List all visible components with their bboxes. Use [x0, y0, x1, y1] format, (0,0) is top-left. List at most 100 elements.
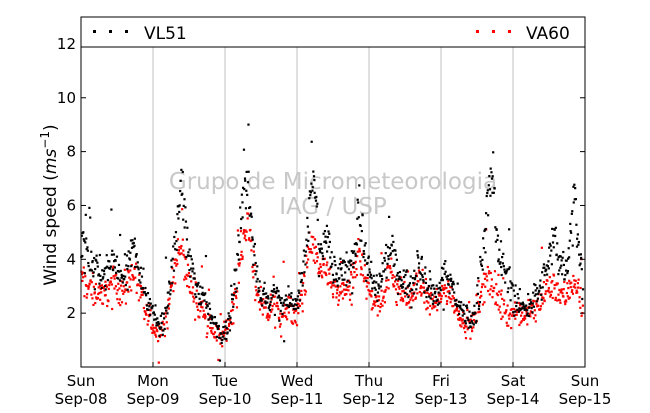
data-point-va60 [232, 322, 235, 325]
data-point-va60 [412, 283, 415, 287]
data-point-va60 [236, 290, 239, 293]
data-point-vl51 [413, 269, 416, 272]
data-point-vl51 [90, 250, 93, 253]
data-point-vl51 [372, 281, 375, 284]
data-point-vl51 [401, 285, 404, 288]
data-point-va60 [272, 295, 275, 298]
data-point-va60 [196, 308, 200, 311]
data-point-va60 [200, 305, 203, 309]
data-point-vl51 [156, 317, 159, 320]
data-point-va60 [212, 333, 215, 336]
data-point-vl51 [142, 267, 145, 270]
data-point-va60 [573, 283, 576, 286]
data-point-va60 [497, 273, 500, 277]
data-point-va60 [121, 289, 124, 292]
data-point-va60 [88, 282, 91, 285]
data-point-vl51 [449, 273, 452, 276]
data-point-vl51 [266, 295, 270, 298]
data-point-vl51 [84, 213, 87, 216]
y-tick-label: 2 [66, 304, 76, 322]
y-axis-label: Wind speed (ms−1) [38, 124, 61, 285]
data-point-vl51 [339, 257, 342, 260]
data-point-va60 [92, 285, 95, 288]
data-point-vl51 [565, 269, 568, 272]
data-point-va60 [491, 296, 494, 299]
data-point-vl51 [486, 191, 489, 195]
data-point-va60 [461, 322, 464, 325]
data-point-vl51 [216, 327, 219, 331]
data-point-va60 [235, 296, 238, 300]
data-point-vl51 [570, 212, 573, 215]
data-point-va60 [551, 279, 554, 283]
data-point-vl51 [334, 263, 337, 267]
data-point-vl51 [489, 194, 492, 197]
data-point-va60 [489, 288, 492, 291]
data-point-vl51 [183, 198, 186, 201]
data-point-va60 [407, 302, 410, 305]
data-point-va60 [385, 279, 388, 282]
data-point-vl51 [295, 303, 298, 307]
data-point-vl51 [368, 268, 371, 271]
data-point-va60 [425, 308, 428, 311]
data-point-va60 [353, 270, 356, 274]
data-point-va60 [313, 238, 317, 241]
data-point-vl51 [191, 262, 194, 265]
data-point-va60 [561, 292, 564, 295]
data-point-vl51 [95, 254, 98, 257]
data-point-va60 [110, 276, 113, 280]
data-point-vl51 [552, 246, 555, 249]
data-point-vl51 [289, 295, 293, 298]
data-point-va60 [527, 298, 530, 302]
data-point-va60 [146, 323, 149, 326]
data-point-va60 [487, 289, 490, 293]
data-point-vl51 [228, 329, 232, 332]
data-point-vl51 [102, 276, 105, 279]
data-point-vl51 [366, 273, 369, 277]
data-point-vl51 [419, 278, 422, 281]
data-point-va60 [565, 300, 568, 303]
data-point-vl51 [533, 294, 536, 297]
data-point-vl51 [97, 273, 101, 276]
data-point-va60 [452, 297, 455, 300]
data-point-vl51 [333, 260, 336, 263]
data-point-vl51 [89, 216, 92, 219]
data-point-vl51 [144, 292, 147, 296]
data-point-vl51 [149, 314, 152, 317]
data-point-va60 [138, 273, 141, 276]
data-point-vl51 [326, 250, 329, 253]
data-point-vl51 [246, 181, 250, 184]
data-point-va60 [522, 318, 526, 322]
data-point-vl51 [386, 246, 390, 249]
data-point-vl51 [477, 277, 480, 280]
data-point-vl51 [133, 244, 136, 247]
data-point-va60 [267, 318, 270, 322]
data-point-vl51 [432, 284, 435, 287]
data-point-vl51 [534, 284, 537, 287]
data-point-vl51 [469, 325, 472, 329]
data-point-vl51 [228, 315, 231, 318]
data-point-vl51 [389, 252, 393, 255]
data-point-vl51 [501, 256, 504, 259]
data-point-vl51 [448, 292, 451, 295]
data-point-vl51 [338, 277, 341, 280]
data-point-vl51 [220, 341, 223, 345]
data-point-vl51 [375, 274, 378, 277]
data-point-vl51 [506, 268, 509, 271]
data-point-va60 [84, 275, 87, 278]
data-point-va60 [355, 273, 359, 277]
data-point-va60 [322, 262, 325, 266]
data-point-va60 [234, 287, 237, 291]
data-point-vl51 [224, 320, 227, 323]
data-point-vl51 [236, 253, 240, 256]
data-point-vl51 [527, 314, 530, 317]
data-point-va60 [479, 296, 482, 299]
data-point-va60 [387, 287, 390, 290]
data-point-va60 [482, 272, 486, 275]
data-point-va60 [104, 280, 107, 283]
data-point-va60 [574, 279, 577, 282]
data-point-va60 [528, 312, 531, 315]
data-point-vl51 [344, 264, 347, 267]
data-point-vl51 [86, 249, 89, 252]
x-tick-label-day: Sun [571, 372, 600, 390]
legend-marker-va60 [492, 30, 495, 33]
